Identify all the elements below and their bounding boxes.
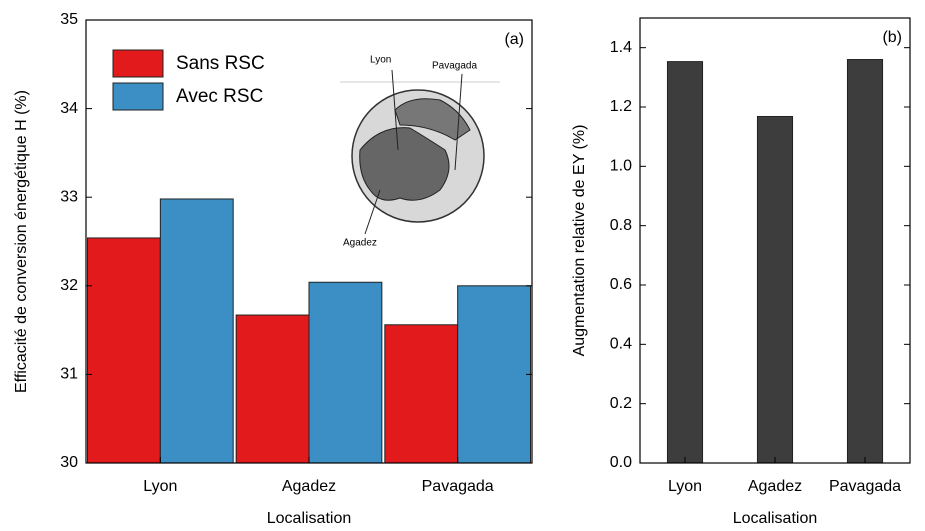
- y-tick-label: 0.0: [610, 454, 632, 471]
- y-tick-label: 0.8: [610, 217, 632, 234]
- legend-swatch: [112, 49, 164, 78]
- inset-label: Lyon: [370, 55, 391, 66]
- legend-label: Avec RSC: [176, 86, 263, 107]
- bar: [384, 324, 459, 464]
- x-axis-label: Localisation: [267, 510, 352, 527]
- x-tick-label: Pavagada: [422, 478, 494, 495]
- x-tick-label: Agadez: [282, 478, 336, 495]
- bar: [308, 281, 383, 464]
- y-tick-label: 31: [60, 366, 78, 383]
- plot-frame: [639, 17, 911, 464]
- globe-inset: [340, 81, 500, 223]
- bar: [159, 198, 234, 464]
- y-tick-label: 0.4: [610, 336, 632, 353]
- legend-label: Sans RSC: [176, 53, 265, 74]
- y-tick-label: 1.4: [610, 39, 632, 56]
- panel-label: (a): [504, 31, 524, 48]
- bar: [86, 237, 161, 464]
- bar: [235, 314, 310, 464]
- plot-frame: [85, 19, 533, 464]
- bar: [756, 115, 794, 464]
- bar: [457, 285, 532, 464]
- y-tick-label: 33: [60, 188, 78, 205]
- y-tick-label: 32: [60, 277, 78, 294]
- inset-pointer: [391, 69, 399, 151]
- y-tick-label: 0.2: [610, 395, 632, 412]
- bar: [846, 59, 884, 464]
- y-tick-label: 1.2: [610, 98, 632, 115]
- y-tick-label: 1.0: [610, 158, 632, 175]
- panel-label: (b): [882, 29, 902, 46]
- x-tick-label: Lyon: [143, 478, 177, 495]
- y-tick-label: 34: [60, 100, 78, 117]
- x-axis-label: Localisation: [733, 510, 818, 527]
- y-axis-label: Augmentation relative de EY (%): [571, 125, 588, 357]
- inset-pointer: [364, 189, 381, 235]
- x-tick-label: Lyon: [668, 478, 702, 495]
- legend-swatch: [112, 82, 164, 111]
- y-tick-label: 0.6: [610, 276, 632, 293]
- x-tick-label: Pavagada: [829, 478, 901, 495]
- bar: [666, 61, 704, 464]
- inset-pointer: [454, 73, 463, 171]
- y-axis-label: Efficacité de conversion énergétique H (…: [13, 90, 30, 393]
- inset-label: Agadez: [343, 238, 377, 249]
- y-tick-label: 35: [60, 11, 78, 28]
- y-tick-label: 30: [60, 454, 78, 471]
- x-tick-label: Agadez: [748, 478, 802, 495]
- inset-label: Pavagada: [432, 61, 477, 72]
